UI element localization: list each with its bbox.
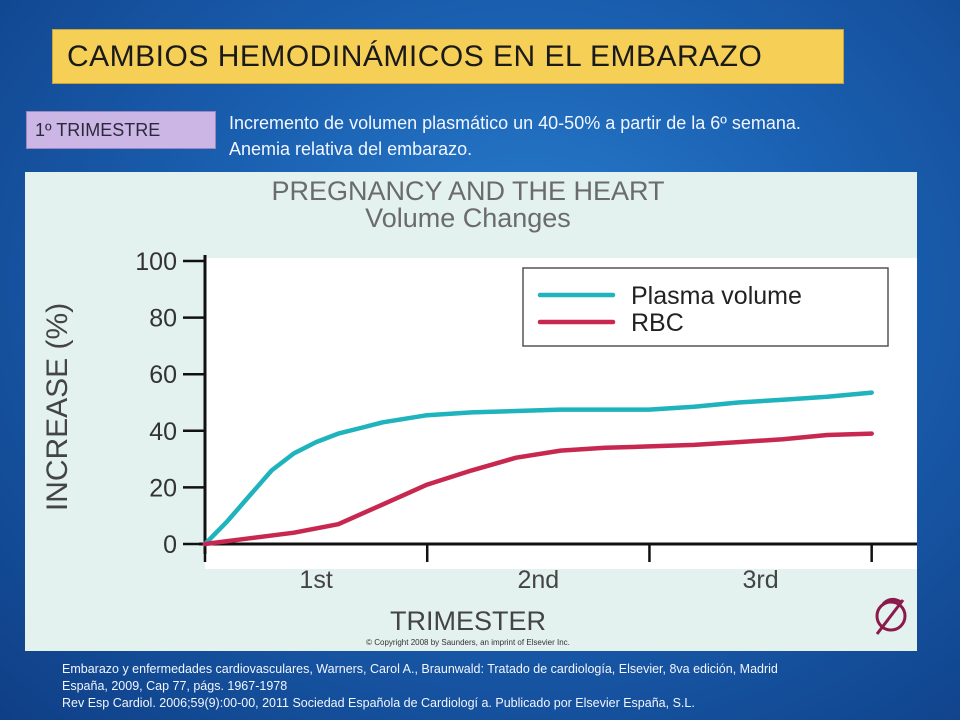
- publisher-logo-icon: [875, 600, 907, 632]
- y-axis-title: INCREASE (%): [41, 303, 74, 511]
- reference-line-3: Rev Esp Cardiol. 2006;59(9):00-00, 2011 …: [62, 696, 695, 710]
- reference-line-2: España, 2009, Cap 77, págs. 1967-1978: [62, 679, 288, 693]
- publisher-logo-icon: [875, 597, 905, 635]
- series-line-rbc: [202, 431, 874, 547]
- legend-label: RBC: [631, 309, 684, 337]
- x-tick-label: 1st: [299, 566, 332, 594]
- x-tick-label: 2nd: [517, 566, 559, 594]
- y-tick-label: 20: [149, 474, 177, 502]
- references: Embarazo y enfermedades cardiovasculares…: [62, 661, 942, 712]
- trimester-label: 1º TRIMESTRE: [26, 111, 216, 149]
- x-tick-label: 3rd: [742, 566, 778, 594]
- y-tick-label: 0: [163, 531, 177, 559]
- y-tick-label: 100: [135, 248, 177, 276]
- description-line-1: Incremento de volumen plasmático un 40-5…: [229, 113, 801, 133]
- y-tick-label: 60: [149, 361, 177, 389]
- description: Incremento de volumen plasmático un 40-5…: [229, 110, 949, 162]
- reference-line-1: Embarazo y enfermedades cardiovasculares…: [62, 662, 778, 676]
- y-tick-label: 80: [149, 305, 177, 333]
- legend-box: [522, 267, 889, 347]
- copyright-text: © Copyright 2008 by Saunders, an imprint…: [366, 638, 570, 647]
- x-axis-title: TRIMESTER: [390, 606, 546, 636]
- chart-figure: PREGNANCY AND THE HEART Volume Changes 0 20…: [25, 172, 917, 651]
- slide-title: CAMBIOS HEMODINÁMICOS EN EL EMBARAZO: [52, 29, 844, 84]
- legend-label: Plasma volume: [631, 282, 802, 310]
- y-tick-label: 40: [149, 418, 177, 446]
- chart-subtitle: Volume Changes: [365, 203, 571, 233]
- chart-title: PREGNANCY AND THE HEART: [271, 176, 664, 206]
- description-line-2: Anemia relativa del embarazo.: [229, 139, 473, 159]
- series-line-plasma-volume: [202, 390, 874, 547]
